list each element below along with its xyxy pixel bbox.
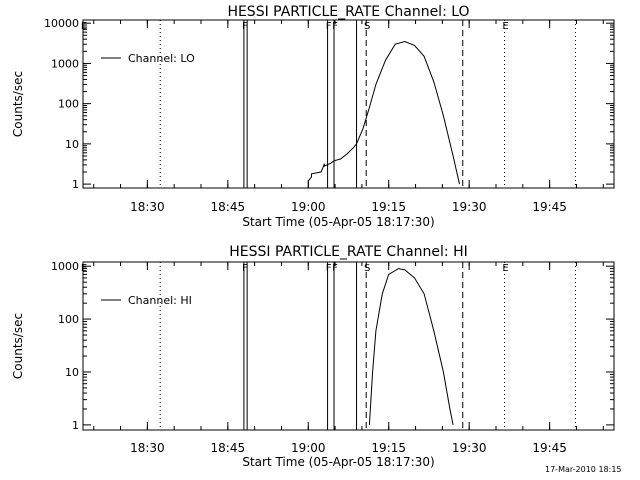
x-tick-label: 19:00 <box>291 441 326 455</box>
plot-area-frame <box>82 261 615 431</box>
event-marker-label: F <box>326 263 332 274</box>
y-tick-label: 10 <box>65 138 79 151</box>
event-marker-label: S <box>364 21 370 32</box>
y-axis-label: Counts/sec <box>11 71 25 137</box>
y-tick-label: 100 <box>58 98 79 111</box>
legend-label: Channel: HI <box>128 294 192 307</box>
x-tick-label: 19:30 <box>452 441 487 455</box>
event-marker-label: S <box>364 263 370 274</box>
x-tick-label: 18:30 <box>130 441 165 455</box>
x-tick-label: 19:00 <box>291 200 326 214</box>
event-marker-label: F <box>326 21 332 32</box>
y-tick-label: 1000 <box>51 57 79 70</box>
event-marker-label: F <box>242 21 248 32</box>
x-axis-label: Start Time (05-Apr-05 18:17:30) <box>242 215 434 229</box>
chart-panel-hi: HESSI PARTICLE_RATE Channel: HI 1 10 100 100… <box>11 244 615 469</box>
x-axis-label: Start Time (05-Apr-05 18:17:30) <box>242 455 434 469</box>
y-axis-label: Counts/sec <box>11 313 25 379</box>
series-line <box>368 268 454 425</box>
x-tick-label: 19:45 <box>532 200 567 214</box>
x-tick-label: 19:15 <box>371 200 406 214</box>
x-tick-label: 18:45 <box>211 441 246 455</box>
y-tick-label: 10 <box>65 366 79 379</box>
y-tick-label: 100 <box>58 313 79 326</box>
legend-label: Channel: LO <box>128 52 195 65</box>
chart-panel-lo: HESSI PARTICLE_RATE Channel: LO 1 10 100 100… <box>11 4 615 229</box>
chart-title: HESSI PARTICLE_RATE Channel: HI <box>229 244 467 260</box>
x-tick-label: 18:30 <box>130 200 165 214</box>
x-tick-label: 19:15 <box>371 441 406 455</box>
event-marker-label: E <box>81 21 87 32</box>
event-marker-label: E <box>502 263 508 274</box>
plot-area-frame <box>82 19 615 189</box>
y-tick-label: 1000 <box>51 260 79 273</box>
event-marker-label: F <box>332 263 338 274</box>
event-marker-label: E <box>502 21 508 32</box>
y-tick-label: 10000 <box>44 17 79 30</box>
footer-timestamp: 17-Mar-2010 18:15 <box>545 465 622 474</box>
y-tick-label: 1 <box>72 178 79 191</box>
y-tick-label: 1 <box>72 419 79 432</box>
x-tick-label: 19:30 <box>452 200 487 214</box>
event-marker-label: F <box>332 21 338 32</box>
chart-title: HESSI PARTICLE_RATE Channel: LO <box>227 4 469 20</box>
x-tick-label: 19:45 <box>532 441 567 455</box>
series-line <box>307 40 460 185</box>
event-marker-label: E <box>81 263 87 274</box>
x-tick-label: 18:45 <box>211 200 246 214</box>
event-marker-label: F <box>242 263 248 274</box>
